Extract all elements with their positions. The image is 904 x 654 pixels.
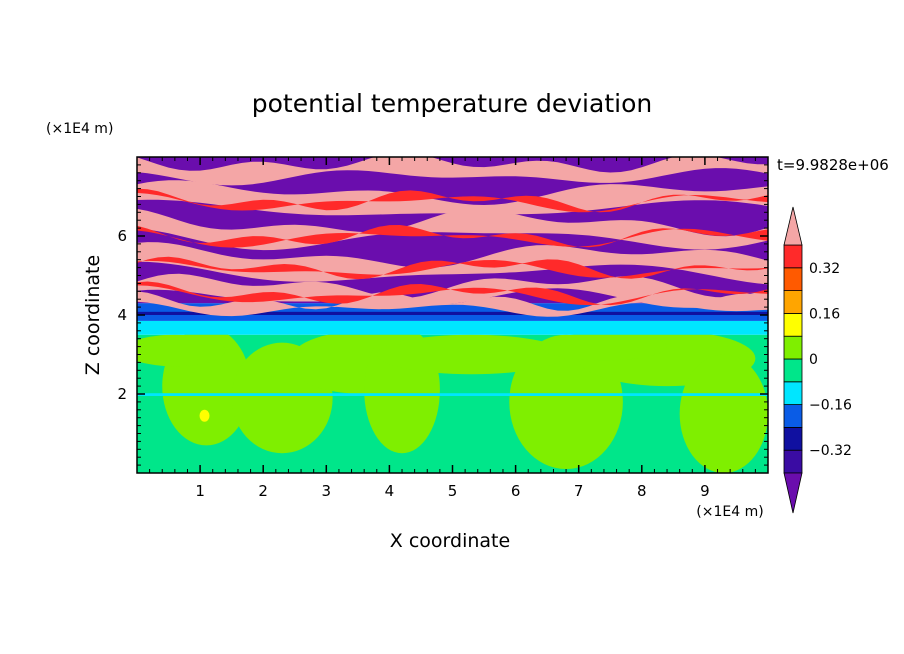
field-warm-layer-1 [137, 242, 768, 285]
y-unit-label: (×1E4 m) [46, 121, 113, 137]
colorbar-segment [783, 312, 803, 337]
field-warm-region-9 [540, 332, 668, 361]
colorbar-segment [783, 335, 803, 360]
y-tick-label: 4 [117, 306, 127, 324]
colorbar-tick-label: 0.32 [809, 261, 840, 277]
colorbar-tick-label: 0.16 [809, 306, 840, 322]
y-axis-label: Z coordinate [82, 255, 104, 375]
colorbar-tick-label: −0.16 [809, 398, 852, 414]
colorbar-segment [783, 381, 803, 405]
field-warm-layer-0 [137, 273, 768, 308]
x-tick-label: 9 [700, 482, 710, 500]
colorbar-under-triangle [783, 472, 803, 514]
chart-title: potential temperature deviation [252, 89, 652, 118]
field-warm-spot [199, 409, 210, 422]
field-layer-2km [137, 393, 768, 396]
x-tick-label: 6 [511, 482, 521, 500]
field-transition-cyan [137, 320, 768, 335]
colorbar-segment [783, 244, 803, 269]
x-tick-label: 3 [322, 482, 332, 500]
x-tick-label: 7 [574, 482, 584, 500]
colorbar-tick-label: −0.32 [809, 443, 852, 459]
field-streak-0 [137, 281, 768, 306]
x-tick-label: 4 [385, 482, 395, 500]
field-transition-darkblue [137, 311, 768, 315]
field-warm-region-8 [137, 334, 226, 367]
field-warm-layer-3 [137, 180, 768, 216]
colorbar-over-triangle [783, 206, 803, 246]
field-warm-layer-4 [137, 157, 768, 186]
x-unit-label: (×1E4 m) [696, 504, 763, 520]
x-tick-label: 5 [448, 482, 458, 500]
x-axis-label: X coordinate [390, 530, 510, 552]
x-tick-label: 8 [637, 482, 647, 500]
y-tick-label: 6 [117, 227, 127, 245]
colorbar: 0.32 0.16 0 −0.16 −0.32 [783, 206, 852, 514]
field-streak-3 [137, 188, 768, 213]
colorbar-segment [783, 449, 803, 474]
field-streak-1 [137, 256, 768, 280]
time-label: t=9.9828e+06 [777, 156, 889, 174]
field-streak-2 [137, 225, 768, 248]
heatmap-field [137, 157, 768, 473]
field-warm-layer-5 [137, 291, 768, 317]
y-tick-label: 2 [117, 385, 127, 403]
field-warm-region-7 [376, 334, 567, 375]
field-warm-region-6 [679, 354, 768, 473]
colorbar-segment [783, 290, 803, 314]
x-tick-label: 2 [258, 482, 268, 500]
axis-ticks: 1 2 3 4 5 6 7 8 9 2 4 6 [117, 157, 769, 500]
colorbar-segment [783, 267, 803, 291]
colorbar-segment [783, 404, 803, 428]
colorbar-segment [783, 426, 803, 451]
colorbar-segment [783, 358, 803, 383]
x-tick-label: 1 [195, 482, 205, 500]
colorbar-tick-label: 0 [809, 352, 818, 368]
